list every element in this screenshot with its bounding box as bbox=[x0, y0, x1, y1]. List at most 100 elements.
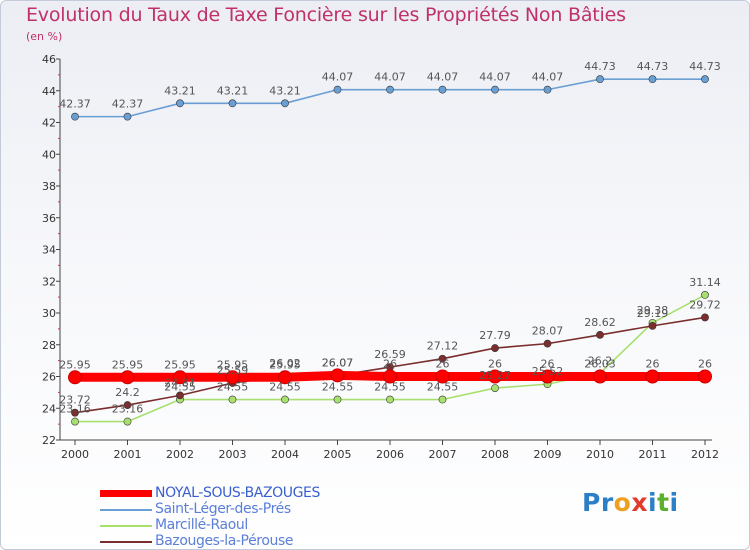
data-label: 28.62 bbox=[584, 316, 616, 329]
data-label: 44.07 bbox=[322, 71, 354, 84]
data-point bbox=[648, 75, 657, 84]
data-label: 44.73 bbox=[584, 60, 616, 73]
y-tick-label: 26 bbox=[42, 371, 56, 384]
data-label: 44.73 bbox=[689, 60, 721, 73]
y-tick-label: 30 bbox=[42, 307, 56, 320]
data-label: 26.07 bbox=[322, 356, 354, 369]
data-label: 25.59 bbox=[217, 364, 249, 377]
data-point bbox=[123, 112, 132, 121]
x-tick-label: 2010 bbox=[586, 448, 614, 461]
data-label: 26 bbox=[488, 358, 502, 371]
data-point bbox=[701, 313, 709, 322]
logo-letter: x bbox=[631, 488, 648, 517]
data-point bbox=[386, 85, 394, 94]
data-label: 26 bbox=[383, 358, 397, 371]
data-label: 27.79 bbox=[479, 329, 511, 342]
x-tick-label: 2001 bbox=[114, 448, 142, 461]
data-point bbox=[645, 369, 660, 384]
data-point bbox=[701, 75, 709, 84]
data-point bbox=[488, 369, 502, 384]
x-tick-label: 2005 bbox=[324, 448, 352, 461]
data-point bbox=[68, 370, 82, 385]
logo-letter: i bbox=[648, 488, 658, 517]
data-label: 25.27 bbox=[479, 369, 511, 382]
data-point bbox=[71, 417, 79, 426]
data-point bbox=[435, 369, 450, 384]
data-point bbox=[330, 368, 345, 383]
y-tick-label: 46 bbox=[42, 53, 56, 66]
legend-label: Saint-Léger-des-Prés bbox=[155, 501, 291, 517]
data-point bbox=[176, 391, 184, 400]
data-point bbox=[543, 85, 552, 94]
data-label: 43.21 bbox=[217, 84, 249, 97]
series-1 bbox=[71, 75, 709, 121]
data-point bbox=[123, 401, 132, 409]
data-point bbox=[278, 370, 292, 385]
logo-letter: t bbox=[657, 488, 670, 517]
data-label: 23.16 bbox=[112, 403, 144, 416]
logo-letter: P bbox=[582, 488, 601, 517]
x-tick-label: 2007 bbox=[429, 448, 457, 461]
data-label: 27.12 bbox=[427, 340, 459, 353]
data-label: 25.95 bbox=[59, 358, 91, 371]
series-layer bbox=[68, 75, 712, 426]
data-label: 29.72 bbox=[689, 298, 721, 311]
data-point bbox=[123, 417, 132, 426]
data-label: 26 bbox=[541, 358, 555, 371]
y-tick-label: 44 bbox=[42, 85, 56, 98]
data-point bbox=[596, 75, 604, 84]
data-point bbox=[491, 344, 499, 352]
data-label: 26.02 bbox=[269, 357, 301, 370]
data-label: 26.2 bbox=[588, 354, 613, 367]
data-point bbox=[225, 370, 240, 385]
y-tick-label: 38 bbox=[42, 180, 56, 193]
data-point bbox=[120, 370, 135, 385]
data-label: 44.07 bbox=[427, 71, 459, 84]
y-tick-label: 32 bbox=[42, 275, 56, 288]
unit-label: (en %) bbox=[26, 30, 63, 43]
data-label: 26.59 bbox=[374, 348, 406, 361]
logo-letter: o bbox=[613, 488, 632, 517]
x-tick-label: 2012 bbox=[691, 448, 719, 461]
data-label: 29.19 bbox=[637, 307, 669, 320]
data-label: 26.03 bbox=[584, 358, 616, 371]
data-label: 23.72 bbox=[59, 394, 91, 407]
x-tick-label: 2008 bbox=[481, 448, 509, 461]
y-tick-label: 40 bbox=[42, 148, 56, 161]
x-tick-label: 2011 bbox=[639, 448, 667, 461]
data-point bbox=[173, 370, 187, 385]
data-label: 25.95 bbox=[164, 358, 196, 371]
data-point bbox=[540, 369, 555, 384]
data-label: 42.37 bbox=[112, 98, 144, 111]
data-point bbox=[71, 112, 79, 121]
x-tick-label: 2009 bbox=[534, 448, 562, 461]
data-label: 28.07 bbox=[532, 325, 564, 338]
data-point bbox=[491, 85, 499, 94]
data-label: 25.95 bbox=[217, 358, 249, 371]
data-label: 25.95 bbox=[112, 358, 144, 371]
legend-swatch bbox=[100, 525, 152, 527]
data-point bbox=[228, 99, 237, 108]
data-label: 23.16 bbox=[59, 403, 91, 416]
data-labels-layer: 25.95 25.95 25.95 25.95 25.95 26.07 26 26 26 26 26… bbox=[59, 60, 721, 415]
data-label: 24.81 bbox=[164, 376, 196, 389]
data-label: 29.38 bbox=[637, 304, 669, 317]
data-point bbox=[176, 99, 184, 108]
data-point bbox=[438, 354, 447, 363]
data-point bbox=[596, 331, 604, 339]
data-label: 44.07 bbox=[532, 71, 564, 84]
data-label: 24.55 bbox=[164, 381, 196, 394]
data-label: 44.07 bbox=[479, 71, 511, 84]
data-label: 43.21 bbox=[164, 84, 196, 97]
x-tick-label: 2002 bbox=[166, 448, 194, 461]
data-point bbox=[698, 369, 712, 384]
logo-letter: i bbox=[669, 488, 679, 517]
data-point bbox=[281, 99, 289, 108]
data-point bbox=[543, 339, 552, 348]
legend-label: Bazouges-la-Pérouse bbox=[155, 533, 294, 549]
data-label: 44.73 bbox=[637, 60, 669, 73]
data-point bbox=[701, 291, 709, 299]
y-tick-label: 42 bbox=[42, 117, 56, 130]
data-point bbox=[386, 395, 394, 404]
